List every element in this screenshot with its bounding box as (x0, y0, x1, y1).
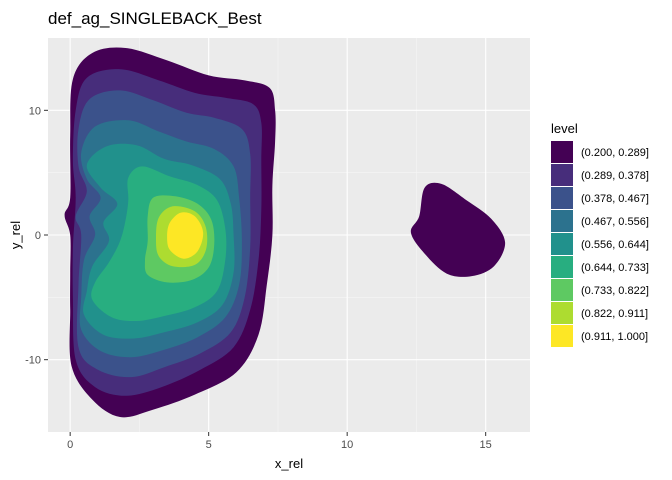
y-axis-title: y_rel (8, 221, 23, 249)
legend-label: (0.200, 0.289] (581, 147, 649, 159)
contour-regions (64, 47, 506, 418)
legend-swatch (551, 233, 573, 255)
legend-label: (0.733, 0.822] (581, 285, 649, 297)
legend-swatch (551, 187, 573, 209)
y-tick-label: 0 (35, 230, 41, 242)
legend-label: (0.644, 0.733] (581, 262, 649, 274)
legend-swatch (551, 164, 573, 186)
contour-region-level-9 (167, 212, 204, 259)
x-tick-label: 15 (480, 439, 492, 451)
legend-swatch (551, 141, 573, 163)
y-tick-label: -10 (25, 355, 41, 367)
x-axis-title: x_rel (275, 456, 303, 471)
legend-swatch (551, 325, 573, 347)
y-tick-label: 10 (29, 105, 41, 117)
legend-items: (0.200, 0.289] (0.289, 0.378] (0.378, 0.46… (551, 141, 649, 347)
legend: level (0.200, 0.289] (0.289, 0.378] (0.378… (551, 121, 649, 347)
x-tick-label: 5 (206, 439, 212, 451)
legend-label: (0.556, 0.644] (581, 239, 649, 251)
y-axis-ticks: -10 0 10 (25, 105, 48, 367)
legend-swatch (551, 302, 573, 324)
legend-label: (0.378, 0.467] (581, 193, 649, 205)
x-tick-label: 0 (67, 439, 73, 451)
legend-swatch (551, 210, 573, 232)
legend-swatch (551, 279, 573, 301)
legend-label: (0.467, 0.556] (581, 216, 649, 228)
legend-title: level (551, 121, 578, 136)
legend-label: (0.289, 0.378] (581, 170, 649, 182)
contour-region-level-1 (410, 182, 506, 277)
chart-title: def_ag_SINGLEBACK_Best (48, 9, 262, 28)
legend-label: (0.822, 0.911] (581, 308, 648, 320)
x-tick-label: 10 (341, 439, 353, 451)
legend-label: (0.911, 1.000] (581, 331, 648, 343)
legend-swatch (551, 256, 573, 278)
x-axis-ticks: 0 5 10 15 (67, 432, 492, 451)
